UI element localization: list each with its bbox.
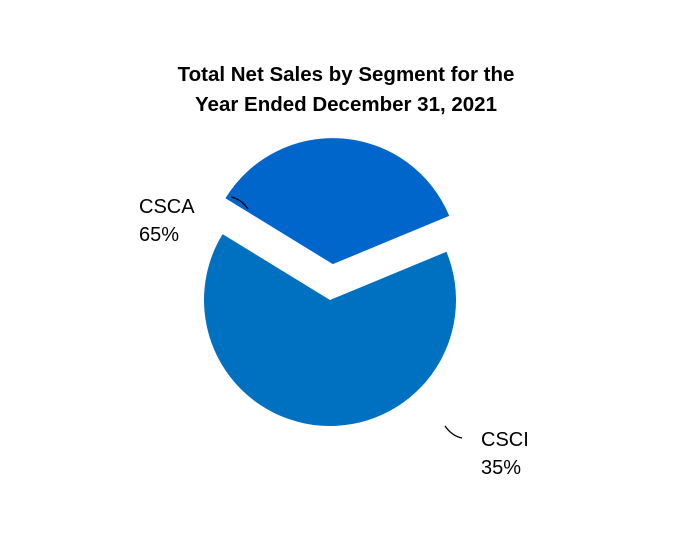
slice-label-csci: CSCI 35%	[481, 426, 529, 482]
leader-line-csca	[230, 196, 249, 210]
slice-label-csca-value: 65%	[139, 224, 180, 246]
slice-label-csci-name: CSCI	[481, 429, 529, 451]
pie-slice-csca	[204, 234, 456, 426]
chart-title-line-1: Total Net Sales by Segment for the	[177, 63, 515, 86]
pie-slice-csci	[225, 138, 450, 265]
slice-label-csca: CSCA 65%	[139, 193, 195, 249]
slice-label-csca-name: CSCA	[139, 196, 195, 218]
slice-label-csci-value: 35%	[481, 457, 522, 479]
chart-title: Total Net Sales by Segment for the Year …	[0, 60, 692, 120]
leader-line-csci	[444, 425, 463, 439]
chart-title-line-2: Year Ended December 31, 2021	[195, 93, 497, 116]
